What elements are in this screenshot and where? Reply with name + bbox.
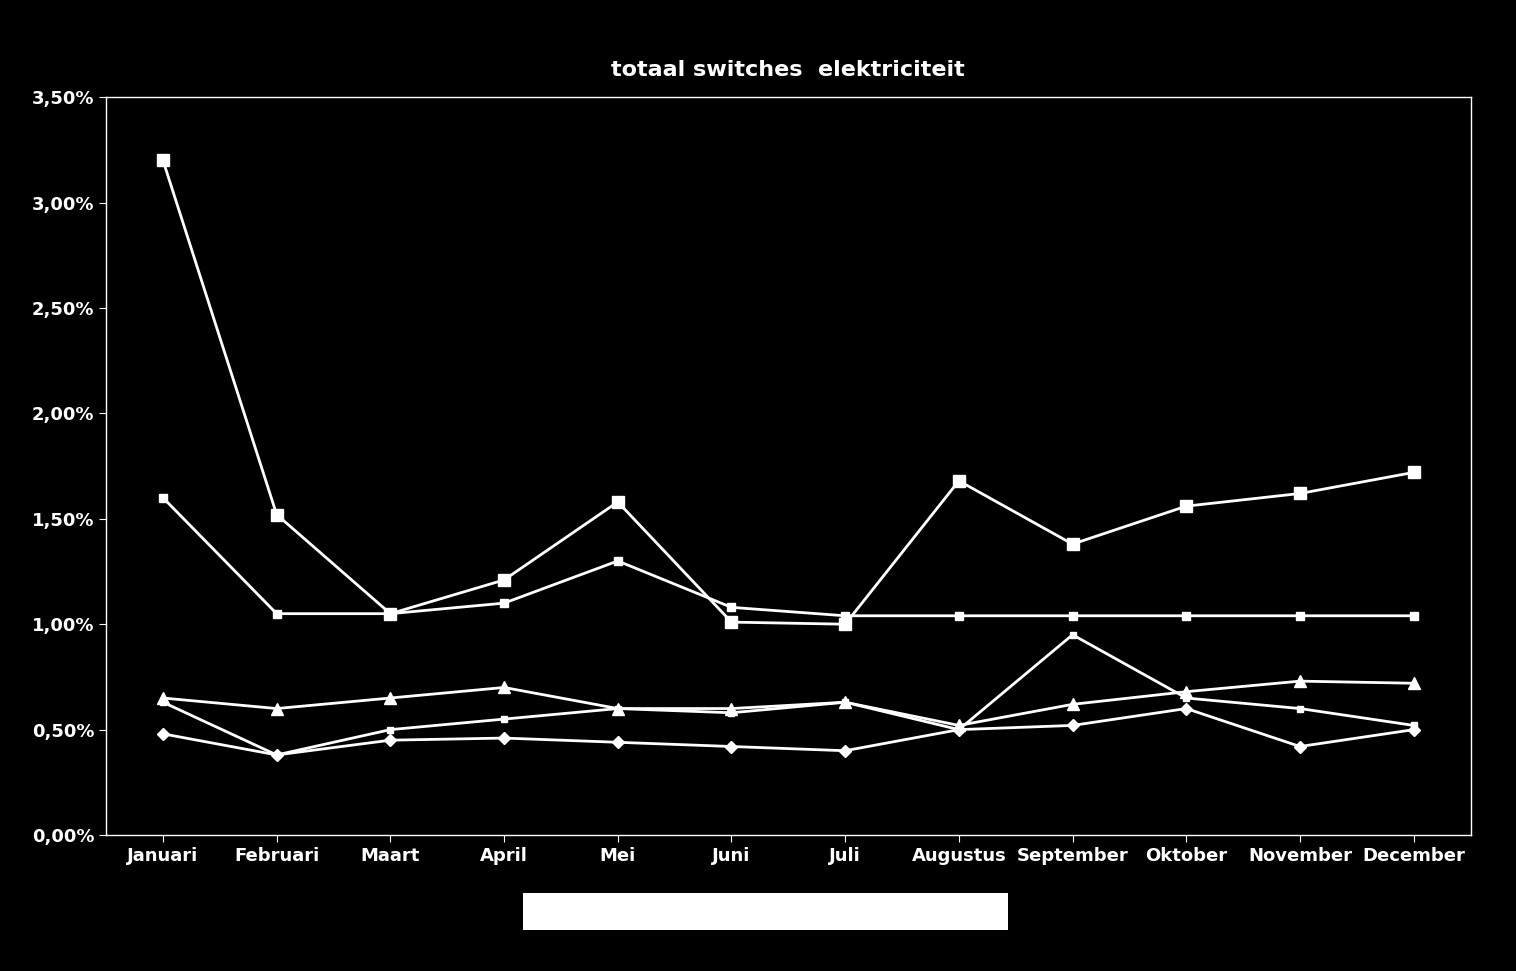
Title: totaal switches  elektriciteit: totaal switches elektriciteit [611, 60, 966, 81]
